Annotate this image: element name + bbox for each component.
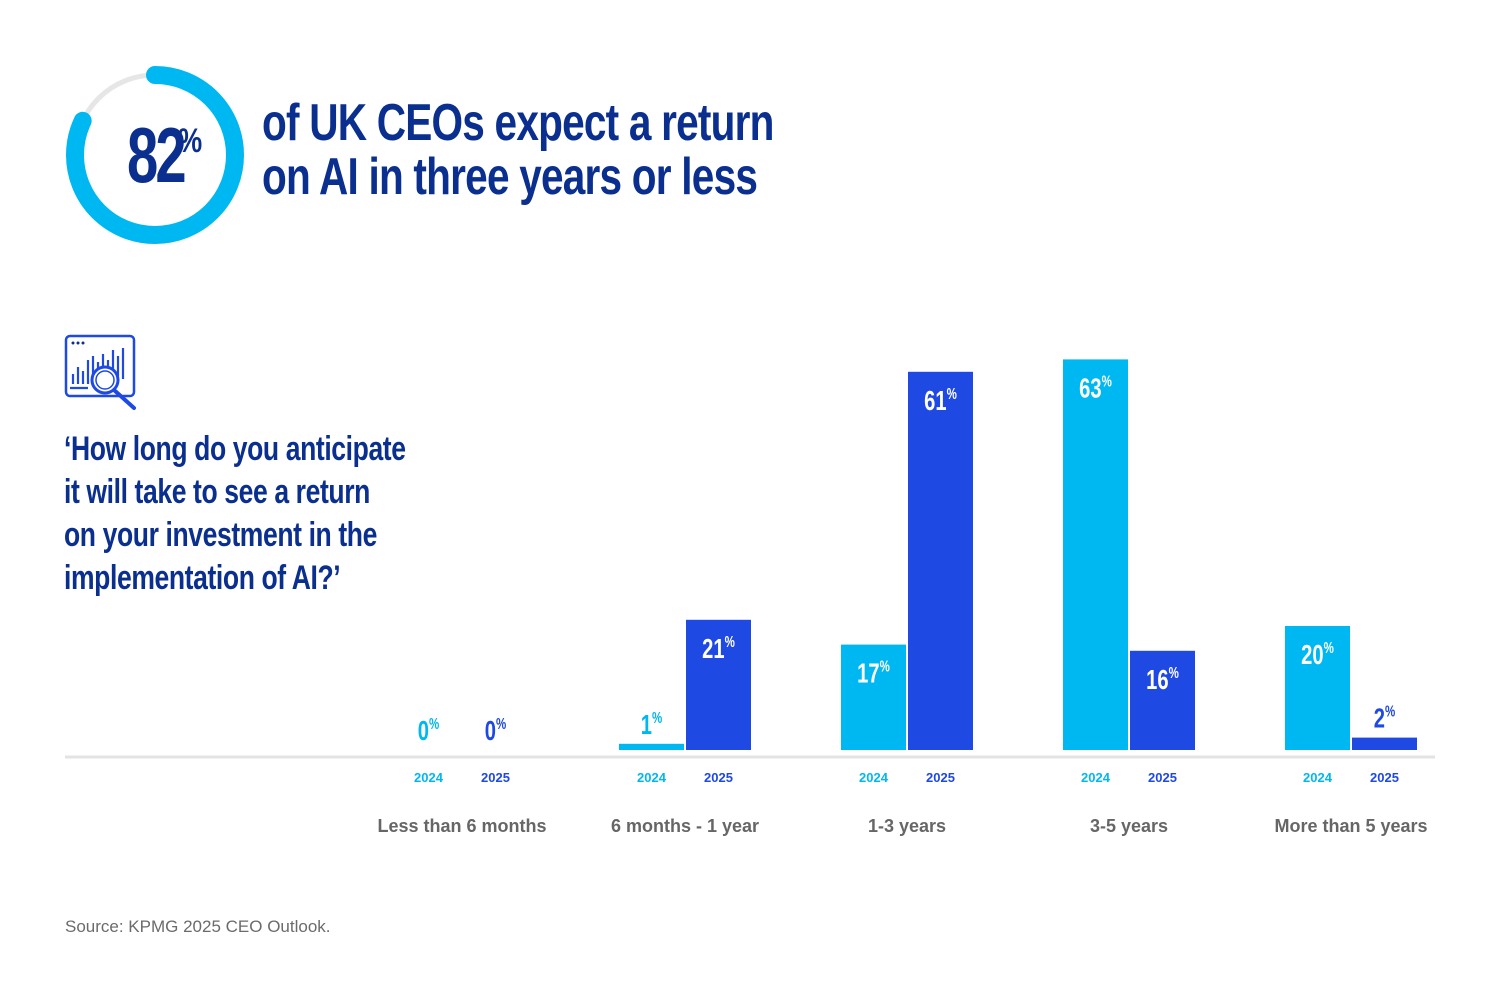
- headline: of UK CEOs expect a return on AI in thre…: [262, 96, 774, 204]
- bar-2025: [686, 619, 751, 750]
- ring-progress-arc: [66, 66, 244, 244]
- data-label: 16%: [1146, 663, 1179, 696]
- stat-ring: [66, 66, 244, 244]
- year-tick-label: 2025: [926, 770, 955, 785]
- data-label: 0%: [485, 714, 507, 747]
- data-label: 21%: [702, 632, 735, 665]
- year-tick-label: 2024: [637, 770, 667, 785]
- survey-question: ‘How long do you anticipate it will take…: [64, 428, 406, 600]
- question-line: it will take to see a return: [64, 473, 370, 511]
- question-line: implementation of AI?’: [64, 559, 341, 597]
- bar-2024: [619, 743, 684, 750]
- question-line: ‘How long do you anticipate: [64, 430, 406, 468]
- year-tick-label: 2024: [1303, 770, 1333, 785]
- data-label: 1%: [641, 708, 663, 741]
- year-tick-label: 2025: [704, 770, 733, 785]
- stat-value: 82 %: [64, 64, 246, 246]
- category-label: Less than 6 months: [377, 816, 546, 836]
- bar-2024: [841, 644, 906, 750]
- data-label: 2%: [1374, 702, 1396, 735]
- data-label: 17%: [857, 657, 890, 690]
- stat-number: 82: [126, 110, 187, 199]
- category-label: 6 months - 1 year: [611, 816, 759, 836]
- question-line: on your investment in the: [64, 516, 377, 554]
- headline-line: on AI in three years or less: [262, 148, 758, 206]
- data-label: 0%: [418, 714, 440, 747]
- bar-2024: [1063, 359, 1128, 750]
- year-tick-label: 2024: [1081, 770, 1111, 785]
- category-label: 1-3 years: [868, 816, 946, 836]
- headline-line: of UK CEOs expect a return: [262, 94, 774, 152]
- source-note: Source: KPMG 2025 CEO Outlook.: [65, 917, 331, 936]
- bar-2025: [908, 371, 973, 750]
- year-tick-label: 2024: [414, 770, 444, 785]
- category-label: More than 5 years: [1274, 816, 1427, 836]
- data-label: 20%: [1301, 638, 1334, 671]
- stat-unit: %: [178, 122, 203, 160]
- analytics-magnifier-icon: [64, 334, 136, 410]
- year-tick-label: 2024: [859, 770, 889, 785]
- bar-2025: [1352, 737, 1417, 750]
- category-label: 3-5 years: [1090, 816, 1168, 836]
- year-tick-label: 2025: [1148, 770, 1177, 785]
- data-label: 63%: [1079, 371, 1112, 404]
- data-label: 61%: [924, 384, 957, 417]
- bar-2025: [1130, 650, 1195, 750]
- year-tick-label: 2025: [481, 770, 510, 785]
- bar-2024: [1285, 626, 1350, 750]
- year-tick-label: 2025: [1370, 770, 1399, 785]
